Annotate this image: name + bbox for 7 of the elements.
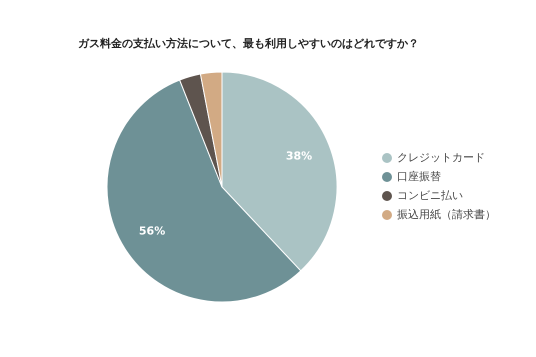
legend-label: クレジットカード [397,151,485,164]
legend-label: コンビニ払い [397,189,463,202]
data-label: 38% [286,150,312,163]
data-label: 56% [138,224,166,238]
legend-label: 口座振替 [397,170,441,184]
chart-title: ガス料金の支払い方法について、最も利用しやすいのはどれですか？ [78,37,419,50]
legend-label: 振込用紙（請求書） [397,208,496,222]
